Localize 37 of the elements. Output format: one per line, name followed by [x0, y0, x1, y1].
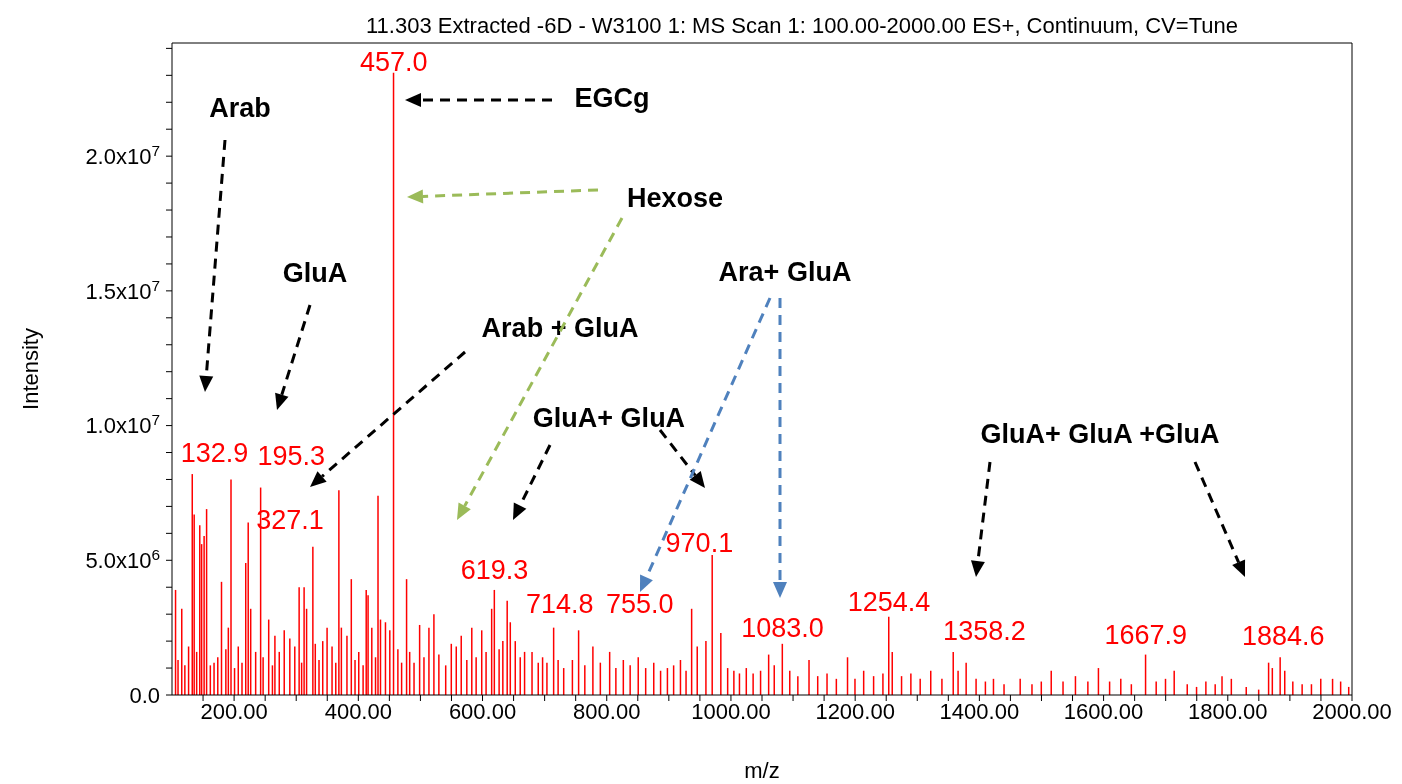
annotation: 1358.2: [943, 615, 1026, 646]
annotation: 132.9: [180, 438, 249, 469]
annotation: 457.0: [359, 46, 428, 77]
annotation: 714.8: [526, 588, 594, 619]
annotation: 1667.9: [1104, 619, 1188, 650]
y-tick-label: 5.0x10$^{6}$: [85, 545, 160, 573]
annotation: GluA+ GluA: [532, 403, 686, 434]
annotation: 1254.4: [847, 586, 931, 617]
y-axis-title: Intensity: [17, 328, 43, 410]
annotation: Ara+ GluA: [718, 257, 852, 288]
x-tick-label: 1000.00: [691, 698, 771, 724]
annotation: GluA: [282, 258, 348, 289]
annotation: 755.0: [606, 589, 674, 620]
annotation: Hexose: [626, 183, 724, 214]
y-tick-label: 1.5x10$^{7}$: [85, 276, 160, 304]
x-tick-label: 1600.00: [1063, 698, 1144, 724]
annotation: 195.3: [257, 441, 325, 472]
y-tick-label: 0.0: [129, 682, 160, 708]
x-tick-label: 400.00: [324, 698, 392, 724]
annotation: EGCg: [574, 83, 650, 114]
x-tick-label: 600.00: [448, 698, 517, 724]
x-tick-label: 2000.00: [1312, 698, 1392, 724]
x-tick-label: 800.00: [573, 698, 641, 724]
x-tick-label: 1800.00: [1188, 698, 1268, 724]
y-tick-label: 2.0x10$^{7}$: [85, 141, 160, 169]
annotation: 1083.0: [741, 612, 824, 643]
x-tick-label: 1400.00: [939, 698, 1020, 724]
annotation: 1884.6: [1242, 621, 1325, 652]
y-tick-label: 1.0x10$^{7}$: [85, 410, 160, 439]
chart-title: 11.303 Extracted -6D - W3100 1: MS Scan 1: 100.00-2000.00 ES+, Continuum, CV=Tune: [366, 12, 1238, 38]
annotation: 970.1: [665, 527, 734, 558]
x-tick-label: 1200.00: [815, 698, 895, 724]
x-axis-title: m/z: [744, 757, 780, 783]
annotation: Arab: [209, 93, 271, 124]
annotation: 619.3: [460, 554, 529, 585]
x-tick-label: 200.00: [200, 698, 268, 724]
annotation: GluA+ GluA +GluA: [980, 419, 1220, 450]
